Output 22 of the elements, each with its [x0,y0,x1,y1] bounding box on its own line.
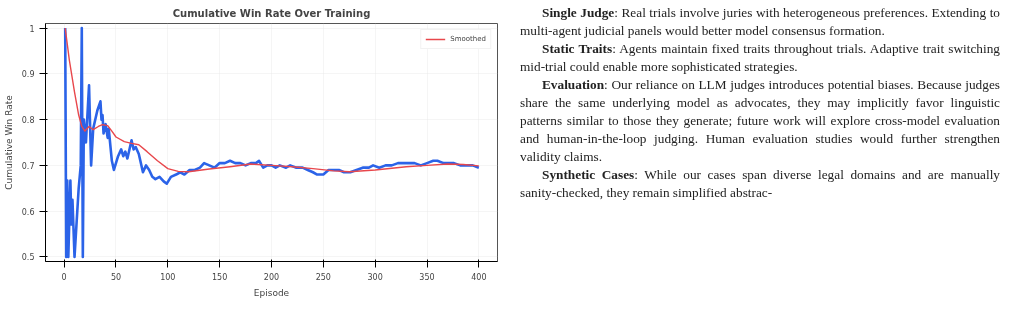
x-tick-label: 0 [61,272,67,282]
x-tick-label: 150 [212,272,228,282]
y-tick-label: 1 [29,24,35,34]
y-tick-label: 0.9 [21,70,35,80]
y-tick-label: 0.7 [21,161,35,171]
y-tick-label: 0.8 [21,116,35,126]
text: Static Traits: Agents maintain fixed traits throughout trials. Adaptive trait switching mid-trial could enable more sophisticated strategies. [520,40,1000,76]
y-tick-label: 0.5 [21,253,35,263]
text: Evaluation: Our reliance on LLM judges introduces potential biases. Because judges share the same underlying model as advocates, they may implicitly favor linguistic patterns similar to those they generate; future work will explore cross-model evaluation and human-in-the-loop judging. Human evaluation studies would further strengthen validity claims. [520,76,1000,166]
x-tick-label: 100 [160,272,176,282]
x-tick-label: 250 [315,272,331,282]
x-tick-label: 350 [419,272,435,282]
y-axis-title: Cumulative Win Rate [3,94,14,190]
x-tick-label: 200 [263,272,280,282]
x-tick-label: 400 [471,272,487,282]
x-axis-title: Episode [253,287,290,298]
chart-title: Cumulative Win Rate Over Training [172,7,371,19]
text: Synthetic Cases: While our cases span diverse legal domains and are manually sanity-checked, they remain simplified abstrac- [520,166,1001,202]
y-tick-label: 0.6 [21,207,35,217]
x-tick-label: 300 [367,272,383,282]
text: Single Judge: Real trials involve juries with heterogeneous preferences. Extending to multi-agent judicial panels would better model consensus formation. [520,4,1001,40]
x-tick-label: 50 [110,272,122,282]
